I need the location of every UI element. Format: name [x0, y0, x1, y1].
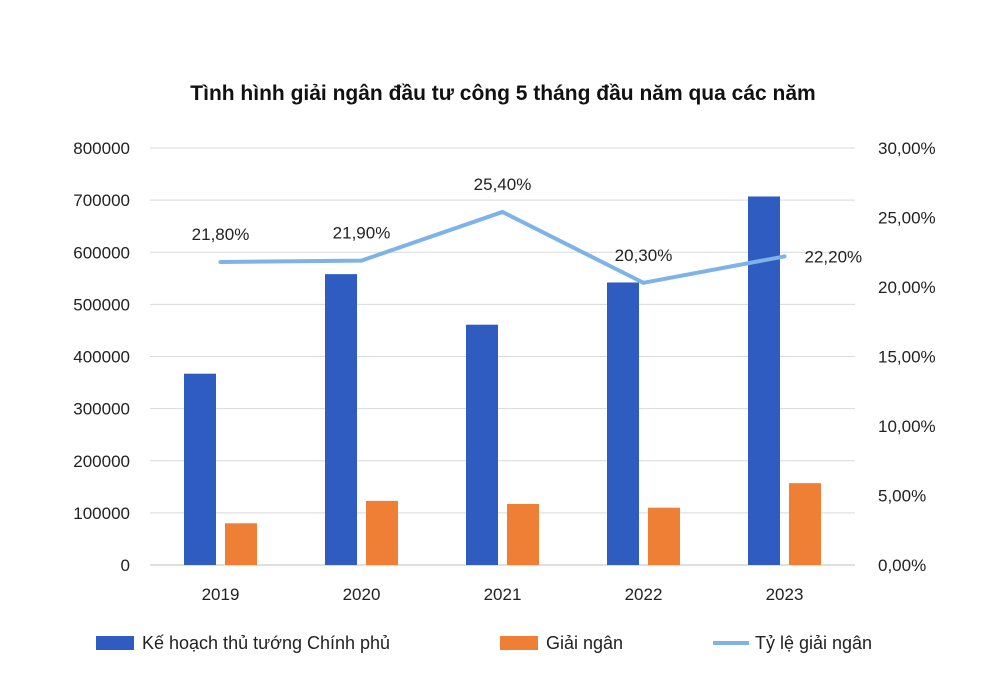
bars — [184, 196, 821, 565]
y-axis-left: 0 100000 200000 300000 400000 500000 600000 700… — [73, 139, 130, 575]
legend-label: Giải ngân — [546, 633, 623, 653]
y-right-tick-label: 25,00% — [878, 209, 936, 228]
y-right-tick-label: 5,00% — [878, 487, 926, 506]
y-left-tick-label: 500000 — [73, 295, 130, 314]
rate-data-label: 21,80% — [192, 225, 250, 244]
y-left-tick-label: 200000 — [73, 452, 130, 471]
y-right-tick-label: 10,00% — [878, 417, 936, 436]
legend: Kế hoạch thủ tướng Chính phủ Giải ngân Tỷ … — [96, 633, 872, 653]
bar-disbursed — [507, 504, 539, 565]
y-left-tick-label: 700000 — [73, 191, 130, 210]
legend-label: Kế hoạch thủ tướng Chính phủ — [142, 633, 390, 653]
rate-point — [500, 209, 505, 214]
bar-plan — [184, 373, 216, 565]
y-left-tick-label: 800000 — [73, 139, 130, 158]
y-right-tick-label: 20,00% — [878, 278, 936, 297]
x-tick-label: 2023 — [766, 585, 804, 604]
rate-data-label: 25,40% — [474, 175, 532, 194]
legend-label: Tỷ lệ giải ngân — [755, 633, 872, 653]
bar-plan — [607, 282, 639, 565]
x-tick-label: 2019 — [202, 585, 240, 604]
rate-point — [218, 259, 223, 264]
x-tick-label: 2022 — [625, 585, 663, 604]
x-axis: 2019 2020 2021 2022 2023 — [202, 585, 804, 604]
bar-plan — [325, 274, 357, 565]
gridlines — [150, 147, 855, 566]
bar-disbursed — [789, 483, 821, 565]
y-right-tick-label: 0,00% — [878, 556, 926, 575]
rate-line: 21,80% 21,90% 25,40% 20,30% 22,20% — [192, 175, 863, 285]
y-left-tick-label: 400000 — [73, 348, 130, 367]
rate-point — [359, 258, 364, 263]
y-left-tick-label: 100000 — [73, 504, 130, 523]
y-left-tick-label: 300000 — [73, 400, 130, 419]
rate-line-path — [220, 209, 785, 285]
bar-disbursed — [225, 523, 257, 565]
bar-plan — [748, 196, 780, 565]
y-right-tick-label: 30,00% — [878, 139, 936, 158]
rate-point — [641, 280, 646, 285]
rate-point — [782, 254, 787, 259]
chart-title: Tình hình giải ngân đầu tư công 5 tháng … — [190, 82, 815, 105]
legend-swatch — [96, 636, 134, 650]
legend-swatch — [500, 636, 538, 650]
x-tick-label: 2021 — [484, 585, 522, 604]
rate-data-label: 22,20% — [805, 247, 863, 266]
rate-data-label: 20,30% — [615, 246, 673, 265]
bar-disbursed — [648, 507, 680, 565]
rate-data-label: 21,90% — [333, 224, 391, 243]
bar-plan — [466, 324, 498, 565]
y-left-tick-label: 600000 — [73, 243, 130, 262]
bar-disbursed — [366, 500, 398, 565]
y-axis-right: 0,00% 5,00% 10,00% 15,00% 20,00% 25,00% 30,00% — [878, 139, 936, 575]
x-tick-label: 2020 — [343, 585, 381, 604]
y-right-tick-label: 15,00% — [878, 348, 936, 367]
y-left-tick-label: 0 — [121, 556, 130, 575]
